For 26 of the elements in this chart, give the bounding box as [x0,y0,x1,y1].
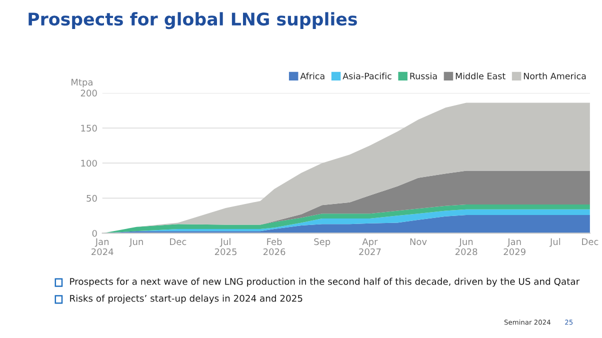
y-tick-label: 150 [81,124,97,132]
text: Risks of projects’ start-up delays in 2024 and 2025 [70,294,302,304]
x-tick-label: Jan 2029 [504,238,526,256]
legend-label: North America [524,72,586,80]
text: Prospects for a next wave of new LNG production in the second half of this decade, driven by the US and Qatar [70,278,580,287]
x-tick-label: Sep [314,238,330,247]
x-tick-label: Jun [129,238,143,247]
y-axis-title: Mtpa [72,78,92,88]
legend-label: Africa [300,72,324,80]
legend-label: Middle East [456,72,506,80]
legend-label: Russia [410,72,437,80]
chart-title: Prospects for global LNG supplies [28,12,357,30]
x-tick-label: Jul 2025 [214,238,236,256]
x-tick-label: Dec [170,238,186,246]
x-tick-label: Jun 2028 [455,238,478,256]
x-tick-label: Feb 2026 [263,238,286,256]
x-tick-label: Apr 2027 [359,238,381,256]
x-tick-label: Dec [582,238,598,246]
y-tick-label: 0 [92,230,97,237]
x-tick-label: Nov [410,238,427,246]
y-tick-label: 200 [80,90,97,97]
y-tick-label: 100 [81,160,97,167]
x-tick-label: Jan 2024 [92,238,114,256]
legend-label: Asia-Pacific [342,72,392,80]
x-tick-label: Jul [550,238,560,247]
y-tick-label: 50 [86,194,97,202]
